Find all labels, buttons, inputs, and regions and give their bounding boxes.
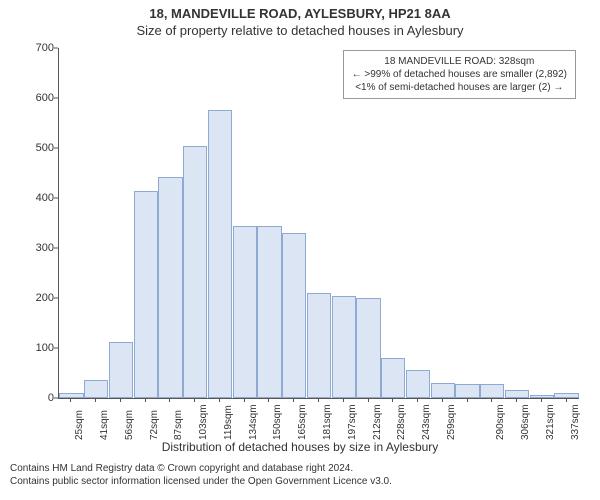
histogram-bar	[332, 296, 356, 399]
x-tick-mark	[169, 398, 170, 402]
x-tick-mark	[467, 398, 468, 402]
x-tick-mark	[293, 398, 294, 402]
y-tick-mark	[54, 298, 58, 299]
x-tick-mark	[219, 398, 220, 402]
histogram-bar	[480, 384, 504, 398]
x-tick-mark	[392, 398, 393, 402]
x-tick-mark	[541, 398, 542, 402]
y-tick-label: 200	[36, 292, 54, 304]
x-tick-label: 228sqm	[396, 404, 407, 440]
y-tick-label: 600	[36, 92, 54, 104]
x-tick-mark	[442, 398, 443, 402]
x-tick-label: 150sqm	[272, 404, 283, 440]
x-tick-mark	[417, 398, 418, 402]
x-tick-label: 243sqm	[421, 404, 432, 440]
chart-title-sub: Size of property relative to detached ho…	[0, 21, 600, 38]
y-tick-label: 700	[36, 42, 54, 54]
x-tick-label: 103sqm	[198, 404, 209, 440]
x-tick-mark	[194, 398, 195, 402]
x-tick-label: 290sqm	[495, 404, 506, 440]
histogram-bar	[257, 226, 281, 399]
y-tick-mark	[54, 98, 58, 99]
histogram-bar	[134, 191, 158, 399]
histogram-bar	[109, 342, 133, 398]
info-box: 18 MANDEVILLE ROAD: 328sqm ← >99% of det…	[343, 50, 576, 99]
x-tick-label: 25sqm	[74, 410, 85, 440]
histogram-bar	[282, 233, 306, 398]
footer: Contains HM Land Registry data © Crown c…	[0, 458, 600, 488]
y-tick-mark	[54, 48, 58, 49]
histogram-bar	[406, 370, 430, 398]
x-tick-mark	[318, 398, 319, 402]
histogram-bar	[208, 110, 232, 398]
histogram-bar	[84, 380, 108, 398]
plot-region	[58, 48, 579, 399]
y-tick-mark	[54, 148, 58, 149]
x-tick-label: 181sqm	[322, 404, 333, 440]
x-tick-label: 337sqm	[570, 404, 581, 440]
x-tick-mark	[70, 398, 71, 402]
histogram-bar	[381, 358, 405, 398]
x-tick-label: 165sqm	[297, 404, 308, 440]
y-tick-label: 500	[36, 142, 54, 154]
x-tick-label: 212sqm	[372, 404, 383, 440]
x-tick-label: 72sqm	[149, 410, 160, 440]
chart-area: 0100200300400500600700 25sqm41sqm56sqm72…	[0, 38, 600, 458]
y-tick-mark	[54, 248, 58, 249]
histogram-bar	[233, 226, 257, 399]
x-tick-label: 321sqm	[545, 404, 556, 440]
x-tick-mark	[120, 398, 121, 402]
x-tick-label: 56sqm	[124, 410, 135, 440]
y-tick-label: 300	[36, 242, 54, 254]
x-tick-mark	[95, 398, 96, 402]
y-tick-label: 400	[36, 192, 54, 204]
x-tick-mark	[566, 398, 567, 402]
histogram-bar	[455, 384, 479, 398]
info-line-1: 18 MANDEVILLE ROAD: 328sqm	[352, 55, 567, 68]
x-tick-mark	[491, 398, 492, 402]
x-tick-label: 41sqm	[99, 410, 110, 440]
x-tick-mark	[244, 398, 245, 402]
histogram-bar	[530, 395, 554, 398]
info-line-3: <1% of semi-detached houses are larger (…	[352, 81, 567, 94]
y-tick-mark	[54, 348, 58, 349]
y-tick-label: 100	[36, 342, 54, 354]
x-tick-label: 134sqm	[248, 404, 259, 440]
x-tick-label: 119sqm	[223, 405, 234, 440]
x-tick-mark	[516, 398, 517, 402]
histogram-bar	[554, 393, 578, 398]
x-tick-mark	[268, 398, 269, 402]
x-tick-mark	[145, 398, 146, 402]
histogram-bar	[158, 177, 182, 398]
y-tick-mark	[54, 398, 58, 399]
x-tick-label: 259sqm	[446, 404, 457, 440]
x-tick-label: 197sqm	[347, 404, 358, 440]
info-line-2: ← >99% of detached houses are smaller (2…	[352, 68, 567, 81]
histogram-bar	[431, 383, 455, 398]
x-tick-label: 87sqm	[173, 410, 184, 440]
histogram-bar	[505, 390, 529, 398]
chart-title-main: 18, MANDEVILLE ROAD, AYLESBURY, HP21 8AA	[0, 0, 600, 21]
x-axis-title: Distribution of detached houses by size …	[0, 440, 600, 454]
y-tick-mark	[54, 198, 58, 199]
histogram-bar	[183, 146, 207, 399]
histogram-bar	[356, 298, 380, 398]
histogram-bar	[307, 293, 331, 398]
x-tick-mark	[343, 398, 344, 402]
footer-line-2: Contains public sector information licen…	[10, 475, 590, 488]
x-tick-mark	[368, 398, 369, 402]
x-tick-label: 306sqm	[520, 404, 531, 440]
footer-line-1: Contains HM Land Registry data © Crown c…	[10, 462, 590, 475]
